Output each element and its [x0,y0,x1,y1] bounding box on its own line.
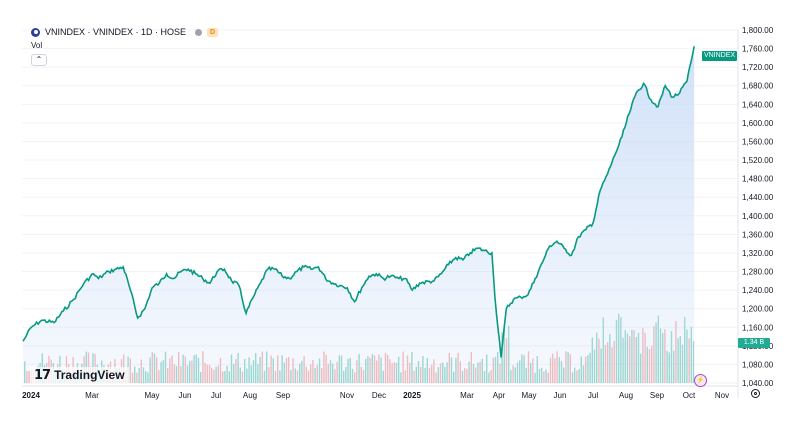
time-tick-label: Jun [179,391,192,400]
price-tick-label: 1,320.00 [742,249,774,258]
price-tick-label: 1,400.00 [742,212,774,221]
price-tick-label: 1,600.00 [742,119,774,128]
time-tick-label: Mar [460,391,474,400]
price-axis: 1,040.001,080.001,120.001,160.001,200.00… [742,26,774,388]
legend-header[interactable]: VNINDEX · VNINDEX · 1D · HOSE D [31,25,219,39]
time-tick-label: May [144,391,159,400]
price-tick-label: 1,800.00 [742,26,774,35]
price-tick-label: 1,560.00 [742,137,774,146]
last-price-label: VNINDEX [702,51,737,61]
time-tick-label: Nov [715,391,729,400]
price-tick-label: 1,200.00 [742,305,774,314]
time-tick-label: Jun [554,391,567,400]
price-tick-label: 1,760.00 [742,45,774,54]
tradingview-wordmark: TradingView [54,368,125,382]
flash-icon[interactable]: ⚡ [694,374,707,387]
time-tick-label: Apr [493,391,506,400]
session-badge: D [207,27,219,37]
price-tick-label: 1,480.00 [742,175,774,184]
time-tick-label: Oct [683,391,696,400]
volume-indicator-label[interactable]: Vol [31,41,43,50]
time-tick-label: Jul [588,391,598,400]
time-tick-label: Aug [243,391,257,400]
time-tick-label: 2025 [403,391,421,400]
time-tick-label: Dec [372,391,386,400]
last-volume-label: 1.34 B [738,338,770,348]
price-line [22,46,695,358]
tradingview-mark-icon: 17 [34,367,51,383]
time-axis: 2024 Mar May Jun Jul Aug Sep Nov Dec 2025 Mar Apr Ma… [22,391,729,400]
tradingview-logo[interactable]: 17 TradingView [30,367,129,383]
vnindex-logo-icon [31,27,40,37]
price-tick-label: 1,640.00 [742,100,774,109]
price-tick-label: 1,240.00 [742,286,774,295]
collapse-legend-button[interactable]: ⌃ [31,54,47,66]
price-area-fill [23,46,695,384]
time-tick-label: May [521,391,536,400]
symbol-title[interactable]: VNINDEX · VNINDEX · 1D · HOSE [45,27,187,37]
time-tick-label: Mar [85,391,99,400]
time-tick-label: Aug [619,391,633,400]
settings-icon[interactable] [751,389,760,398]
price-tick-label: 1,680.00 [742,82,774,91]
price-tick-label: 1,520.00 [742,156,774,165]
time-tick-label: Jul [211,391,221,400]
price-tick-label: 1,160.00 [742,323,774,332]
price-tick-label: 1,280.00 [742,268,774,277]
price-tick-label: 1,440.00 [742,193,774,202]
price-tick-label: 1,360.00 [742,230,774,239]
price-tick-label: 1,040.00 [742,379,774,388]
chevron-up-icon: ⌃ [35,55,43,64]
time-tick-label: 2024 [22,391,40,400]
time-tick-label: Sep [276,391,291,400]
price-tick-label: 1,720.00 [742,63,774,72]
market-status-icon [195,28,203,36]
time-tick-label: Sep [650,391,665,400]
time-tick-label: Nov [340,391,354,400]
price-tick-label: 1,080.00 [742,360,774,369]
